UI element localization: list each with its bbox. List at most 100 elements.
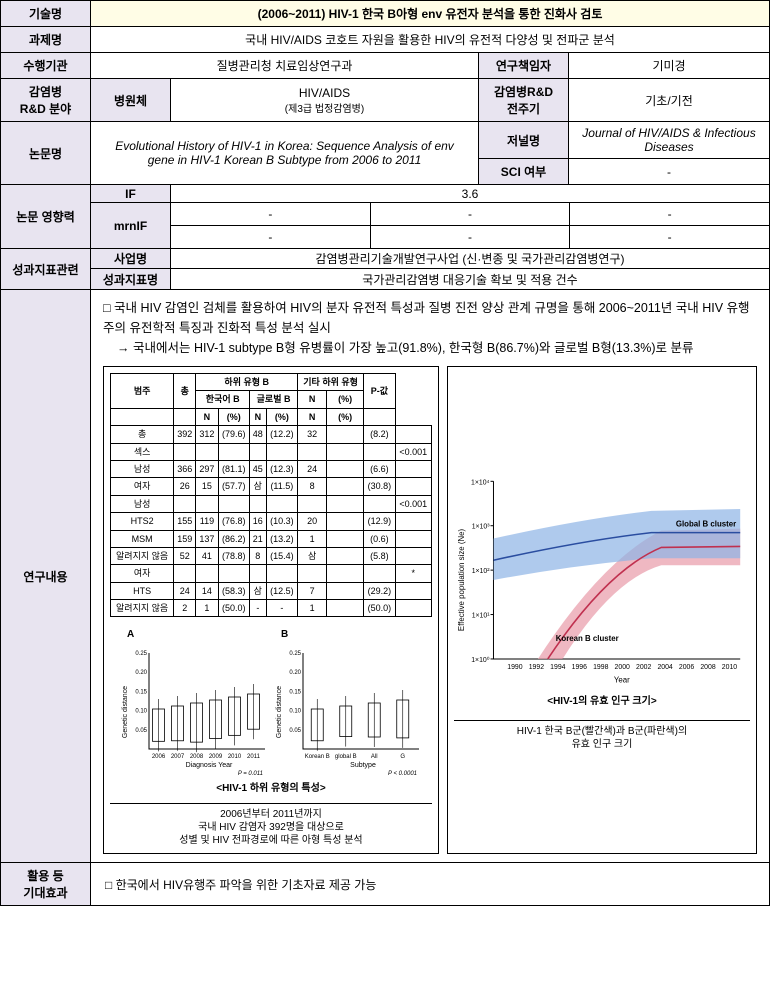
biz-value: 감염병관리기술개발연구사업 (신·변종 및 국가관리감염병연구)	[171, 249, 769, 268]
svg-text:2006: 2006	[152, 754, 166, 760]
pathogen-main: HIV/AIDS	[299, 86, 350, 100]
svg-text:2002: 2002	[636, 664, 651, 671]
mrnif-label: mrnIF	[91, 203, 171, 248]
subtype-table: 범주총하위 유형 B기타 하위 유형P-값한국어 B글로벌 BN(%)N(%)N…	[110, 373, 432, 617]
para1: □ 국내 HIV 감염인 검체를 활용하여 HIV의 분자 유전적 특성과 질병…	[103, 298, 757, 338]
org-label: 수행기관	[1, 53, 91, 78]
mrnif-v2: -	[371, 203, 571, 225]
chart-a-label: A	[119, 627, 269, 643]
svg-text:Subtype: Subtype	[350, 762, 376, 769]
if-value: 3.6	[171, 185, 769, 202]
pathogen-label: 병원체	[91, 79, 171, 121]
cycle-value: 기초/기전	[569, 79, 769, 121]
pathogen-value: HIV/AIDS (제3급 법정감염병)	[171, 79, 479, 121]
impact-label: 논문 영향력	[1, 185, 91, 248]
biz-label: 사업명	[91, 249, 171, 268]
ind-value: 국가관리감염병 대응기술 확보 및 적용 건수	[171, 269, 769, 289]
svg-text:0.20: 0.20	[135, 671, 147, 677]
left-fig-caption: 2006년부터 2011년까지 국내 HIV 감염자 392명을 대상으로 성별…	[110, 803, 432, 847]
boxplot-a: A Genetic distance 0.05 0.10 0.15 0.20 0.25 20…	[119, 623, 269, 777]
svg-text:Genetic distance: Genetic distance	[122, 686, 129, 738]
left-fig-title: <HIV-1 하위 유형의 특성>	[110, 781, 432, 797]
tech-name: (2006~2011) HIV-1 한국 B아형 env 유전자 분석을 통한 …	[91, 1, 769, 26]
svg-text:Diagnosis Year: Diagnosis Year	[186, 762, 233, 769]
para2: → 국내에서는 HIV-1 subtype B형 유병률이 가장 높고(91.8…	[103, 338, 757, 358]
effect-label: 활용 등 기대효과	[1, 863, 91, 905]
svg-text:Effective population size (Ne): Effective population size (Ne)	[457, 528, 466, 631]
project-label: 과제명	[1, 27, 91, 52]
svg-text:2008: 2008	[190, 754, 204, 760]
cycle-label: 감염병R&D 전주기	[479, 79, 569, 121]
svg-text:2010: 2010	[228, 754, 242, 760]
mrnif-v3: -	[570, 203, 769, 225]
svg-text:1×10⁴: 1×10⁴	[471, 479, 490, 486]
svg-text:2000: 2000	[614, 664, 629, 671]
svg-text:Korean B cluster: Korean B cluster	[556, 634, 619, 643]
svg-text:0.10: 0.10	[135, 709, 147, 715]
mrnif-v4: -	[171, 226, 371, 248]
svg-text:0.10: 0.10	[289, 709, 301, 715]
sci-label: SCI 여부	[479, 159, 569, 184]
svg-text:Genetic distance: Genetic distance	[276, 686, 283, 738]
ind-label: 성과지표명	[91, 269, 171, 289]
left-figure: 범주총하위 유형 B기타 하위 유형P-값한국어 B글로벌 BN(%)N(%)N…	[103, 366, 439, 854]
right-figure: 1×10⁰ 1×10¹ 1×10² 1×10³ 1×10⁴ 1990 1992 1994 199…	[447, 366, 757, 854]
journal-value: Journal of HIV/AIDS & Infectious Disease…	[569, 122, 769, 158]
svg-text:0.20: 0.20	[289, 671, 301, 677]
mrnif-v1: -	[171, 203, 371, 225]
svg-text:0.25: 0.25	[289, 651, 301, 657]
org-value: 질병관리청 치료임상연구과	[91, 53, 479, 78]
journal-label: 저널명	[479, 122, 569, 158]
if-label: IF	[91, 185, 171, 202]
paper-value: Evolutional History of HIV-1 in Korea: S…	[91, 122, 479, 184]
svg-text:G: G	[400, 754, 405, 760]
svg-text:0.15: 0.15	[135, 690, 147, 696]
chart-b-label: B	[273, 627, 423, 643]
svg-text:2010: 2010	[722, 664, 737, 671]
svg-text:P < 0.0001: P < 0.0001	[388, 771, 417, 777]
svg-text:1×10¹: 1×10¹	[472, 612, 491, 619]
svg-text:2009: 2009	[209, 754, 223, 760]
mrnif-v6: -	[570, 226, 769, 248]
svg-text:Global B cluster: Global B cluster	[676, 519, 736, 528]
svg-text:0.15: 0.15	[289, 690, 301, 696]
paper-label: 논문명	[1, 122, 91, 184]
svg-text:1992: 1992	[529, 664, 544, 671]
svg-text:1×10³: 1×10³	[472, 523, 491, 530]
svg-text:0.05: 0.05	[289, 728, 301, 734]
svg-text:1998: 1998	[593, 664, 608, 671]
svg-text:global B: global B	[335, 754, 357, 760]
svg-text:2008: 2008	[700, 664, 715, 671]
right-fig-caption: HIV-1 한국 B군(빨간색)과 B군(파란색)의 유효 인구 크기	[454, 720, 750, 751]
svg-text:0.25: 0.25	[135, 651, 147, 657]
pi-value: 기미경	[569, 53, 769, 78]
svg-text:1996: 1996	[572, 664, 587, 671]
project-value: 국내 HIV/AIDS 코호트 자원을 활용한 HIV의 유전적 다양성 및 전…	[91, 27, 769, 52]
population-chart: 1×10⁰ 1×10¹ 1×10² 1×10³ 1×10⁴ 1990 1992 1994 199…	[454, 470, 750, 690]
mrnif-v5: -	[371, 226, 571, 248]
perf-label: 성과지표관련	[1, 249, 91, 289]
svg-text:0.05: 0.05	[135, 728, 147, 734]
pathogen-sub: (제3급 법정감염병)	[285, 100, 364, 115]
effect-value: □ 한국에서 HIV유행주 파악을 위한 기초자료 제공 가능	[91, 863, 769, 905]
svg-text:2004: 2004	[657, 664, 672, 671]
svg-text:1990: 1990	[507, 664, 522, 671]
document-table: 기술명 (2006~2011) HIV-1 한국 B아형 env 유전자 분석을…	[0, 0, 770, 906]
tech-name-label: 기술명	[1, 1, 91, 26]
pi-label: 연구책임자	[479, 53, 569, 78]
svg-text:P = 0.011: P = 0.011	[238, 771, 263, 777]
svg-text:Korean B: Korean B	[305, 754, 330, 760]
svg-text:2006: 2006	[679, 664, 694, 671]
svg-text:2007: 2007	[171, 754, 185, 760]
svg-text:1994: 1994	[550, 664, 565, 671]
boxplot-b: B Genetic distance 0.05 0.10 0.15 0.20 0.25 Ko…	[273, 623, 423, 777]
research-label: 연구내용	[1, 290, 91, 862]
field-label: 감염병 R&D 분야	[1, 79, 91, 121]
svg-text:1×10²: 1×10²	[472, 568, 491, 575]
svg-text:All: All	[371, 754, 378, 760]
sci-value: -	[569, 159, 769, 184]
svg-text:1×10⁰: 1×10⁰	[471, 656, 490, 664]
svg-text:2011: 2011	[247, 754, 261, 760]
right-fig-title: <HIV-1의 유효 인구 크기>	[454, 694, 750, 710]
svg-text:Year: Year	[614, 675, 630, 684]
